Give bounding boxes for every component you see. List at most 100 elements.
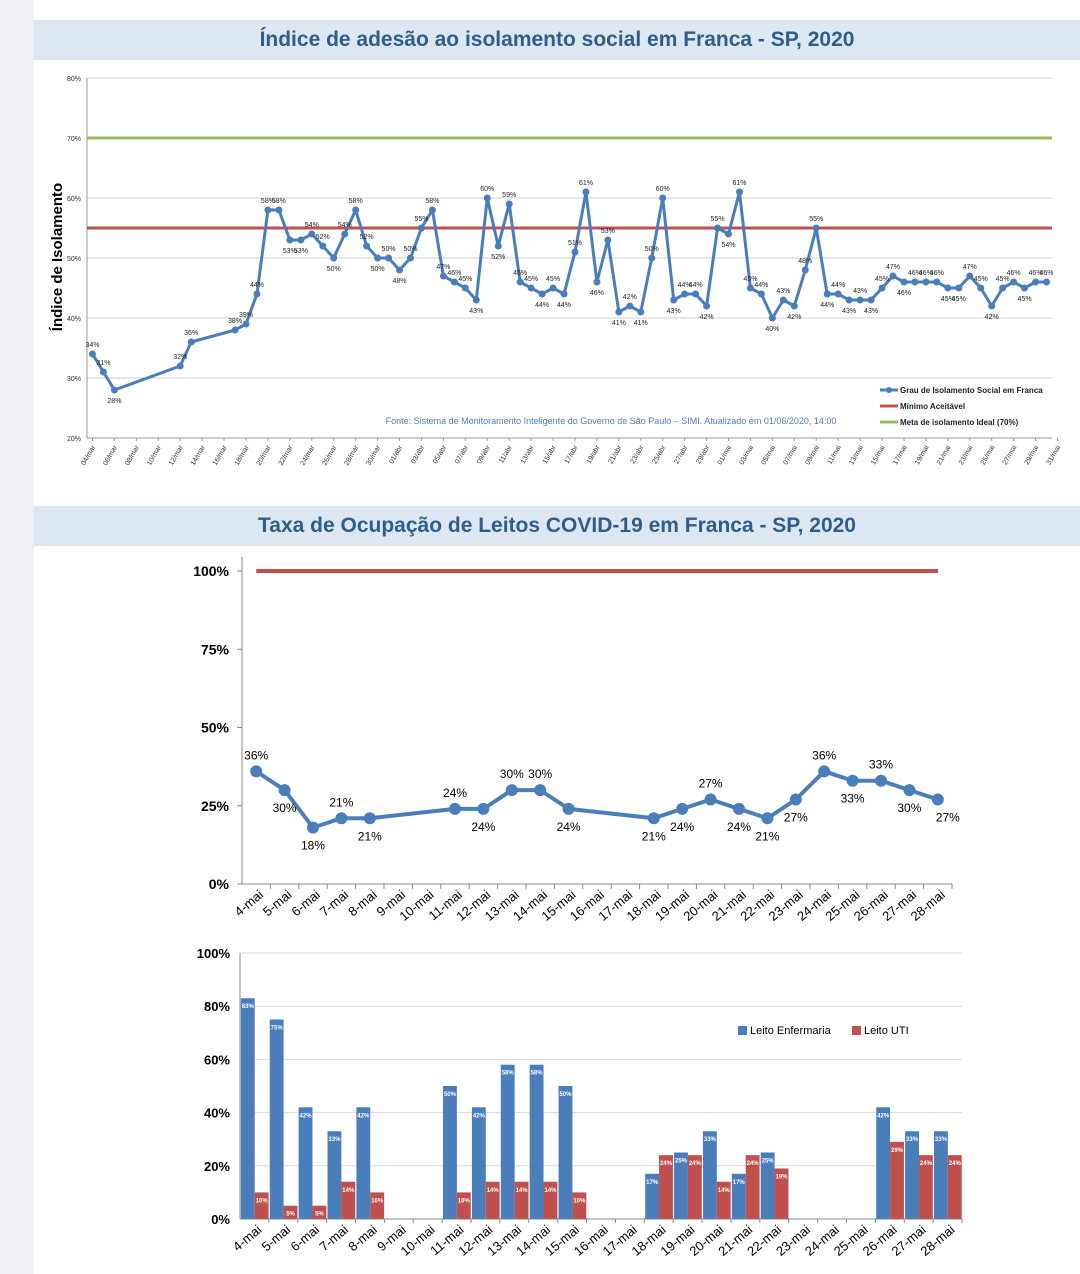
ward-bar-label: 17% xyxy=(646,1180,659,1186)
ward-bar-label: 83% xyxy=(242,1004,255,1010)
isolation-point xyxy=(505,200,513,208)
occupancy-data-label: 30% xyxy=(528,767,552,781)
legend-label: Leito Enfermaria xyxy=(750,1025,832,1037)
icu-bar-label: 10% xyxy=(458,1198,471,1204)
icu-bar xyxy=(543,1181,558,1219)
isolation-data-label: 52% xyxy=(491,254,505,261)
bed-occupancy-bar-chart: 0% 20% 40% 60% 80% 100% 83% 75% 42% 33% 42% 50% 42% 5… xyxy=(197,946,963,1259)
x-tick-label: 07/abr xyxy=(454,444,470,465)
x-tick-label: 6-mai xyxy=(288,1222,323,1254)
isolation-point xyxy=(823,290,831,298)
isolation-point xyxy=(615,308,623,316)
occupancy-point xyxy=(534,784,547,797)
icu-bar-label: 10% xyxy=(573,1198,586,1204)
isolation-point xyxy=(110,386,118,394)
isolation-data-label: 59% xyxy=(502,192,516,199)
isolation-y-axis-label: Índice de Isolamento xyxy=(49,183,66,331)
ward-bar-label: 33% xyxy=(328,1137,341,1143)
occupancy-data-label: 18% xyxy=(301,839,325,853)
icu-bar xyxy=(947,1155,962,1219)
y-tick-label: 80% xyxy=(204,999,230,1014)
isolation-point xyxy=(187,338,195,346)
y-tick-label: 75% xyxy=(201,641,230,657)
x-tick-label: 23/mai xyxy=(958,444,975,466)
y-tick-label: 0% xyxy=(209,876,230,892)
isolation-data-label: 43% xyxy=(842,308,856,315)
occupancy-data-label: 24% xyxy=(670,820,694,834)
icu-bar xyxy=(659,1155,673,1219)
isolation-data-label: 60% xyxy=(656,186,670,193)
x-tick-label: 4-mai xyxy=(232,887,267,919)
x-tick-label: 15/mai xyxy=(870,444,887,466)
occupancy-point xyxy=(278,784,291,797)
isolation-data-label: 54% xyxy=(338,222,352,229)
icu-bar xyxy=(283,1205,298,1219)
isolation-point xyxy=(889,272,897,280)
x-tick-label: 23/abr xyxy=(630,444,646,465)
isolation-data-label: 44% xyxy=(250,282,264,289)
isolation-point xyxy=(99,368,107,376)
isolation-point xyxy=(604,236,612,244)
x-tick-label: 06/mar xyxy=(102,444,119,467)
icu-bar xyxy=(890,1141,904,1219)
isolation-data-label: 46% xyxy=(447,270,461,277)
occupancy-data-label: 21% xyxy=(358,829,382,843)
occupancy-point xyxy=(676,802,689,815)
beds-chart-title: Taxa de Ocupação de Leitos COVID-19 em F… xyxy=(34,506,1080,546)
isolation-point xyxy=(911,278,919,286)
x-tick-label: 7-mai xyxy=(316,1222,351,1254)
icu-bar-label: 29% xyxy=(891,1148,904,1154)
isolation-point xyxy=(637,308,645,316)
isolation-point xyxy=(341,230,349,238)
isolation-data-label: 40% xyxy=(765,326,779,333)
occupancy-point xyxy=(363,812,376,825)
isolation-point xyxy=(966,272,974,280)
y-tick-label: 50% xyxy=(67,256,81,263)
occupancy-data-label: 27% xyxy=(699,776,723,790)
isolation-data-label: 48% xyxy=(393,278,407,285)
isolation-data-label: 47% xyxy=(886,264,900,271)
isolation-data-label: 45% xyxy=(743,276,757,283)
isolation-point xyxy=(779,296,787,304)
icu-bar-label: 24% xyxy=(689,1161,702,1167)
occupancy-point xyxy=(931,793,944,806)
isolation-point xyxy=(308,230,316,238)
isolation-point xyxy=(944,284,952,292)
ward-bar xyxy=(558,1086,573,1219)
x-tick-label: 05/abr xyxy=(432,444,448,465)
legend-marker xyxy=(886,387,892,393)
isolation-point xyxy=(231,326,239,334)
x-tick-label: 16/mar xyxy=(212,444,229,467)
x-tick-label: 09/mai xyxy=(804,444,821,466)
x-tick-label: 25/mai xyxy=(980,444,997,466)
isolation-data-label: 43% xyxy=(667,308,681,315)
isolation-data-label: 45% xyxy=(941,296,955,303)
ward-bar-label: 75% xyxy=(271,1026,284,1032)
ward-bar xyxy=(529,1064,544,1219)
icu-bar xyxy=(687,1155,702,1219)
occupancy-point xyxy=(875,774,887,787)
isolation-point xyxy=(176,362,184,370)
y-tick-label: 40% xyxy=(67,316,81,323)
x-tick-label: 03/abr xyxy=(410,444,426,465)
x-tick-label: 29/mai xyxy=(1024,444,1041,466)
occupancy-point xyxy=(704,793,717,806)
isolation-point xyxy=(297,236,305,244)
isolation-data-label: 45% xyxy=(974,276,988,283)
x-tick-label: 31/mai xyxy=(1046,444,1063,466)
icu-bar-label: 19% xyxy=(775,1174,788,1180)
isolation-point xyxy=(845,296,853,304)
isolation-point xyxy=(242,320,250,328)
legend-swatch xyxy=(852,1026,861,1035)
x-tick-label: 01/mai xyxy=(717,444,734,466)
isolation-data-label: 60% xyxy=(480,186,494,193)
isolation-data-label: 52% xyxy=(360,234,374,241)
isolation-point xyxy=(582,188,590,196)
isolation-point xyxy=(790,302,798,310)
isolation-data-label: 50% xyxy=(327,266,341,273)
isolation-point xyxy=(439,272,447,280)
y-tick-label: 30% xyxy=(67,376,81,383)
y-tick-label: 60% xyxy=(204,1052,230,1067)
ward-bar-label: 25% xyxy=(675,1159,688,1165)
isolation-point xyxy=(1010,278,1018,286)
